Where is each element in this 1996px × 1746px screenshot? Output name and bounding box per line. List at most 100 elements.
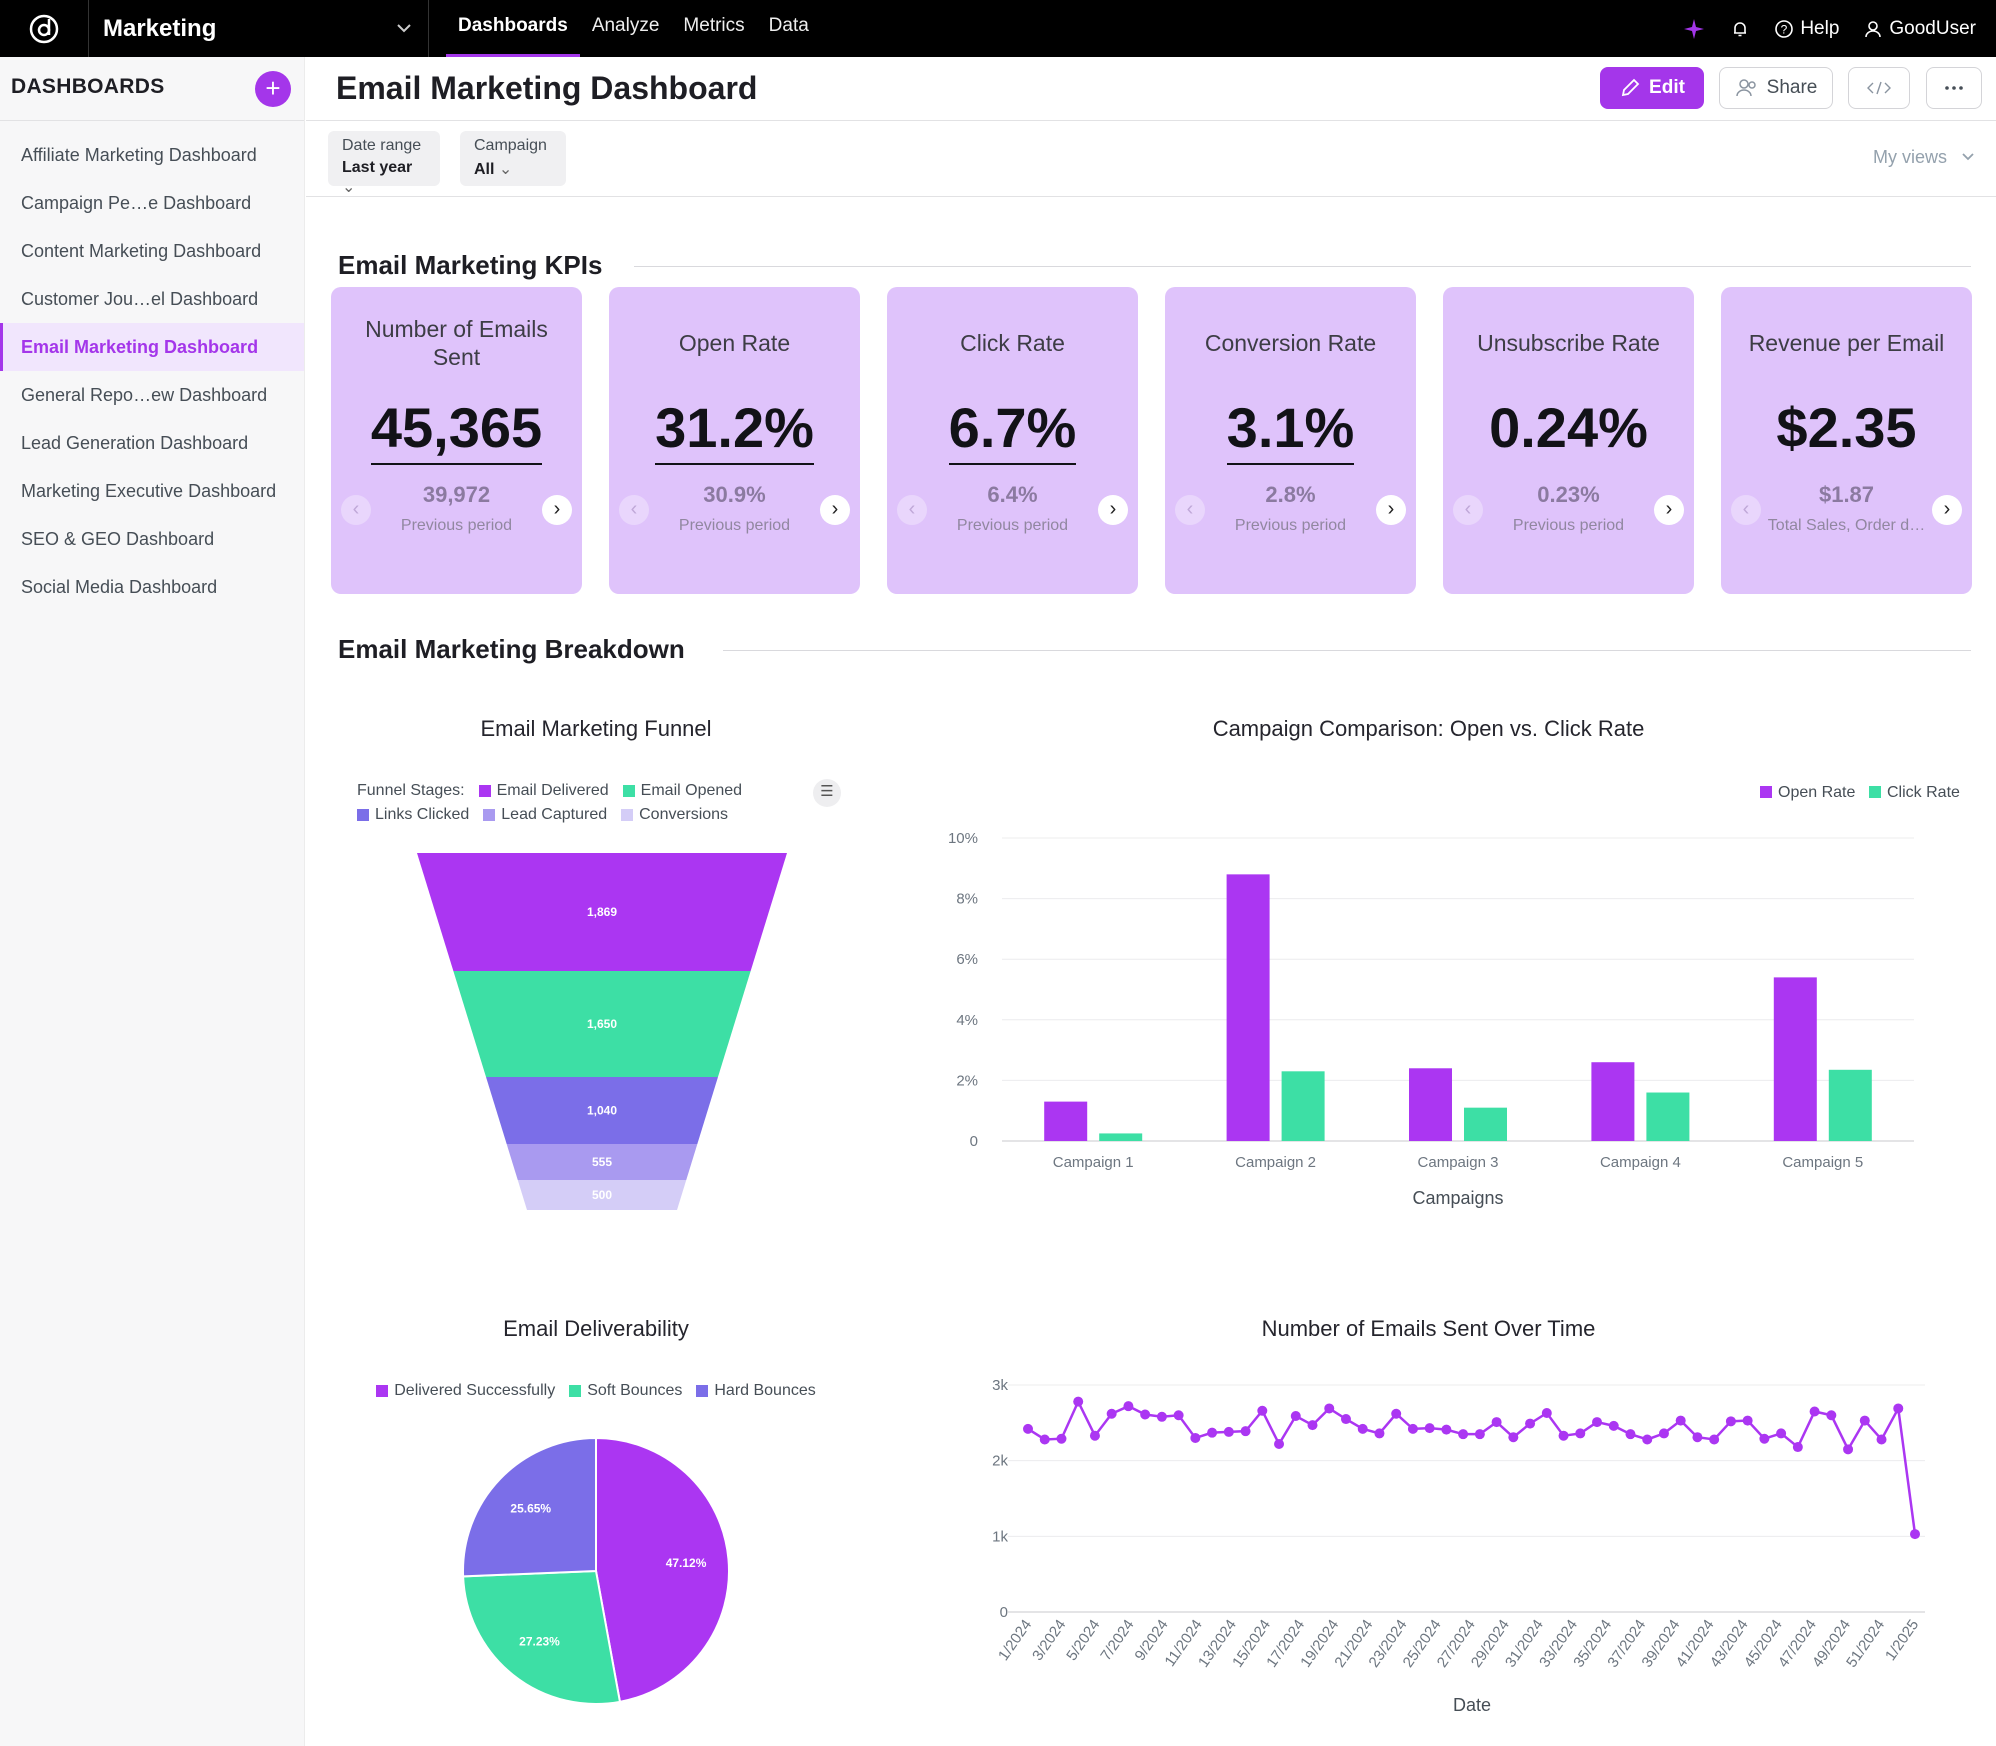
legend-label[interactable]: Click Rate [1887,784,1960,801]
nav-dashboards[interactable]: Dashboards [446,0,580,57]
sidebar-item-seo[interactable]: SEO & GEO Dashboard [21,529,215,549]
chevron-left-icon[interactable]: ‹ [341,495,371,525]
bar[interactable] [1409,1068,1452,1141]
line-point[interactable] [1759,1433,1770,1444]
bar[interactable] [1828,1069,1872,1141]
chevron-right-icon[interactable]: › [1654,495,1684,525]
bar[interactable] [1226,874,1270,1141]
line-point[interactable] [1441,1424,1452,1435]
line-point[interactable] [1140,1409,1151,1420]
line-point[interactable] [1508,1432,1519,1443]
line-point[interactable] [1893,1403,1904,1414]
line-point[interactable] [1608,1420,1619,1431]
line-point[interactable] [1575,1428,1586,1439]
kpi-card-revenue-per-email[interactable]: Revenue per Email $2.35 $1.87 Total Sale… [1721,287,1972,594]
line-point[interactable] [1725,1416,1736,1427]
line-point[interactable] [1792,1442,1803,1453]
line-point[interactable] [1374,1428,1385,1439]
line-point[interactable] [1173,1410,1184,1421]
chevron-right-icon[interactable]: › [820,495,850,525]
sidebar-item-exec[interactable]: Marketing Executive Dashboard [21,481,277,501]
chevron-left-icon[interactable]: ‹ [897,495,927,525]
legend-label[interactable]: Open Rate [1778,784,1855,801]
bar[interactable] [1773,977,1817,1141]
line-point[interactable] [1207,1427,1218,1438]
sidebar-item-email[interactable]: Email Marketing Dashboard [0,323,304,371]
kpi-card-click-rate[interactable]: Click Rate 6.7% 6.4% Previous period ‹ › [887,287,1138,594]
line-point[interactable] [1391,1408,1402,1419]
line-point[interactable] [1525,1418,1536,1429]
chevron-left-icon[interactable]: ‹ [1453,495,1483,525]
line-point[interactable] [1056,1433,1067,1444]
line-point[interactable] [1190,1432,1201,1443]
kpi-value[interactable]: 45,365 [370,396,543,465]
line-point[interactable] [1274,1439,1285,1450]
line-point[interactable] [1675,1415,1686,1426]
pie-slice[interactable] [462,1569,622,1705]
chevron-right-icon[interactable]: › [1932,495,1962,525]
line-point[interactable] [1491,1417,1502,1428]
bar[interactable] [1464,1107,1507,1141]
chevron-left-icon[interactable]: ‹ [619,495,649,525]
line-point[interactable] [1910,1529,1920,1540]
sidebar-item-social[interactable]: Social Media Dashboard [21,577,218,597]
sidebar-item-customer-journey[interactable]: Customer Jou…el Dashboard [21,289,259,309]
sidebar-item-campaign[interactable]: Campaign Pe…e Dashboard [21,193,252,213]
line-point[interactable] [1592,1417,1603,1428]
legend-toggle-icon[interactable]: ☰ [813,779,841,807]
line-point[interactable] [1692,1432,1703,1443]
more-options-button[interactable] [1926,67,1982,109]
line-point[interactable] [1123,1401,1134,1412]
line-point[interactable] [1658,1428,1669,1439]
bar[interactable] [1044,1101,1088,1141]
funnel-stage[interactable] [486,1077,718,1144]
legend-item[interactable]: Soft Bounces [569,1382,682,1400]
line-point[interactable] [1324,1403,1335,1414]
legend-item[interactable]: Lead Captured [483,806,607,824]
kpi-card-conversion-rate[interactable]: Conversion Rate 3.1% 2.8% Previous perio… [1165,287,1416,594]
line-point[interactable] [1709,1434,1720,1445]
nav-data[interactable]: Data [768,15,809,36]
line-point[interactable] [1809,1406,1820,1417]
sidebar-item-general[interactable]: General Repo…ew Dashboard [21,385,268,405]
pie-slice[interactable] [595,1436,730,1703]
legend-item[interactable]: Hard Bounces [696,1382,816,1400]
date-range-filter[interactable]: Date range Last year ⌄ [328,131,440,196]
ai-sparkle-icon[interactable] [1682,17,1706,41]
line-point[interactable] [1541,1407,1552,1418]
line-point[interactable] [1558,1430,1569,1441]
line-point[interactable] [1223,1426,1234,1437]
chevron-right-icon[interactable]: › [1098,495,1128,525]
sidebar-item-affiliate[interactable]: Affiliate Marketing Dashboard [21,145,257,165]
user-menu[interactable]: GoodUser [1863,18,1976,40]
line-point[interactable] [1340,1414,1351,1425]
line-point[interactable] [1625,1429,1636,1440]
legend-item[interactable]: Delivered Successfully [376,1382,555,1400]
sidebar-item-lead-gen[interactable]: Lead Generation Dashboard [21,433,249,453]
line-point[interactable] [1039,1434,1050,1445]
bell-icon[interactable] [1730,19,1750,39]
kpi-card-emails-sent[interactable]: Number of Emails Sent 45,365 39,972 Prev… [331,287,582,594]
workspace-switcher[interactable]: Marketing [89,0,429,57]
bar[interactable] [1281,1071,1325,1141]
line-point[interactable] [1257,1405,1268,1416]
line-point[interactable] [1776,1428,1787,1439]
line-point[interactable] [1826,1410,1837,1421]
chevron-left-icon[interactable]: ‹ [1175,495,1205,525]
line-point[interactable] [1876,1434,1887,1445]
funnel-stage[interactable] [417,853,787,971]
line-point[interactable] [1424,1423,1435,1434]
kpi-value[interactable]: 6.7% [948,396,1077,465]
line-point[interactable] [1357,1423,1368,1434]
line-point[interactable] [1859,1415,1870,1426]
line-point[interactable] [1843,1444,1854,1455]
nav-metrics[interactable]: Metrics [683,15,745,36]
chevron-left-icon[interactable]: ‹ [1731,495,1761,525]
legend-item[interactable]: Conversions [621,806,728,824]
bar[interactable] [1099,1133,1143,1141]
line-point[interactable] [1474,1429,1485,1440]
line-point[interactable] [1023,1423,1033,1434]
line-point[interactable] [1240,1426,1251,1437]
line-point[interactable] [1307,1420,1318,1431]
line-point[interactable] [1458,1429,1469,1440]
